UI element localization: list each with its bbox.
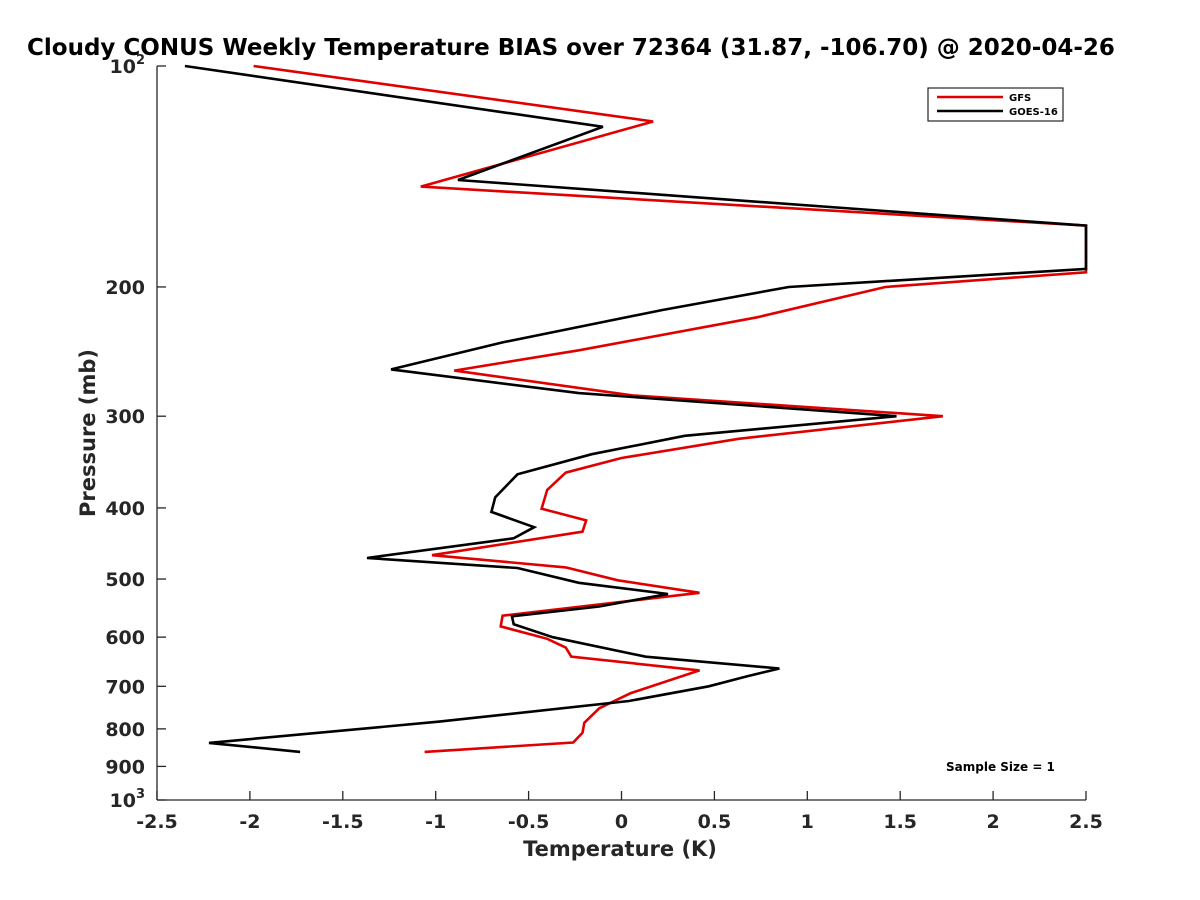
sample-size-annotation: Sample Size = 1: [946, 760, 1055, 774]
x-tick-label: 2.5: [1069, 811, 1103, 833]
x-tick-label: 0.5: [698, 811, 732, 833]
y-tick-label: 300: [105, 406, 145, 428]
y-axis-ticks: 102 200 300 400 500 600 700 800 900 103: [105, 53, 166, 812]
series-line-goes16: [184, 64, 1088, 754]
series-line-gfs: [253, 64, 1088, 754]
x-tick-label: 1.5: [883, 811, 917, 833]
x-tick-label: 2: [986, 811, 999, 833]
series-layer: [184, 64, 1088, 754]
y-tick-label: 800: [105, 719, 145, 741]
x-axis-ticks: -2.5 -2 -1.5 -1 -0.5 0 0.5 1 1.5 2 2.5: [136, 791, 1103, 833]
plot-area: [156, 66, 1086, 801]
x-tick-label: -1: [425, 811, 446, 833]
x-tick-label: -2: [239, 811, 260, 833]
y-tick-label: 400: [105, 498, 145, 520]
chart-title: Cloudy CONUS Weekly Temperature BIAS ove…: [27, 35, 1115, 61]
y-axis-label: Pressure (mb): [76, 349, 100, 517]
y-tick-label: 103: [110, 787, 146, 812]
y-tick-label: 500: [105, 569, 145, 591]
y-tick-label: 102: [110, 53, 146, 78]
x-tick-label: -1.5: [322, 811, 364, 833]
legend-label-goes16: GOES-16: [1009, 107, 1058, 118]
legend: GFS GOES-16: [927, 87, 1064, 122]
x-axis-label: Temperature (K): [523, 837, 717, 861]
x-tick-label: -0.5: [508, 811, 550, 833]
legend-box: [927, 87, 1064, 122]
y-tick-label: 700: [105, 676, 145, 698]
legend-label-gfs: GFS: [1009, 93, 1031, 104]
y-tick-label: 900: [105, 756, 145, 778]
x-tick-label: 0: [615, 811, 628, 833]
y-tick-label: 200: [105, 277, 145, 299]
y-tick-label: 600: [105, 627, 145, 649]
x-tick-label: -2.5: [136, 811, 178, 833]
x-tick-label: 1: [801, 811, 814, 833]
